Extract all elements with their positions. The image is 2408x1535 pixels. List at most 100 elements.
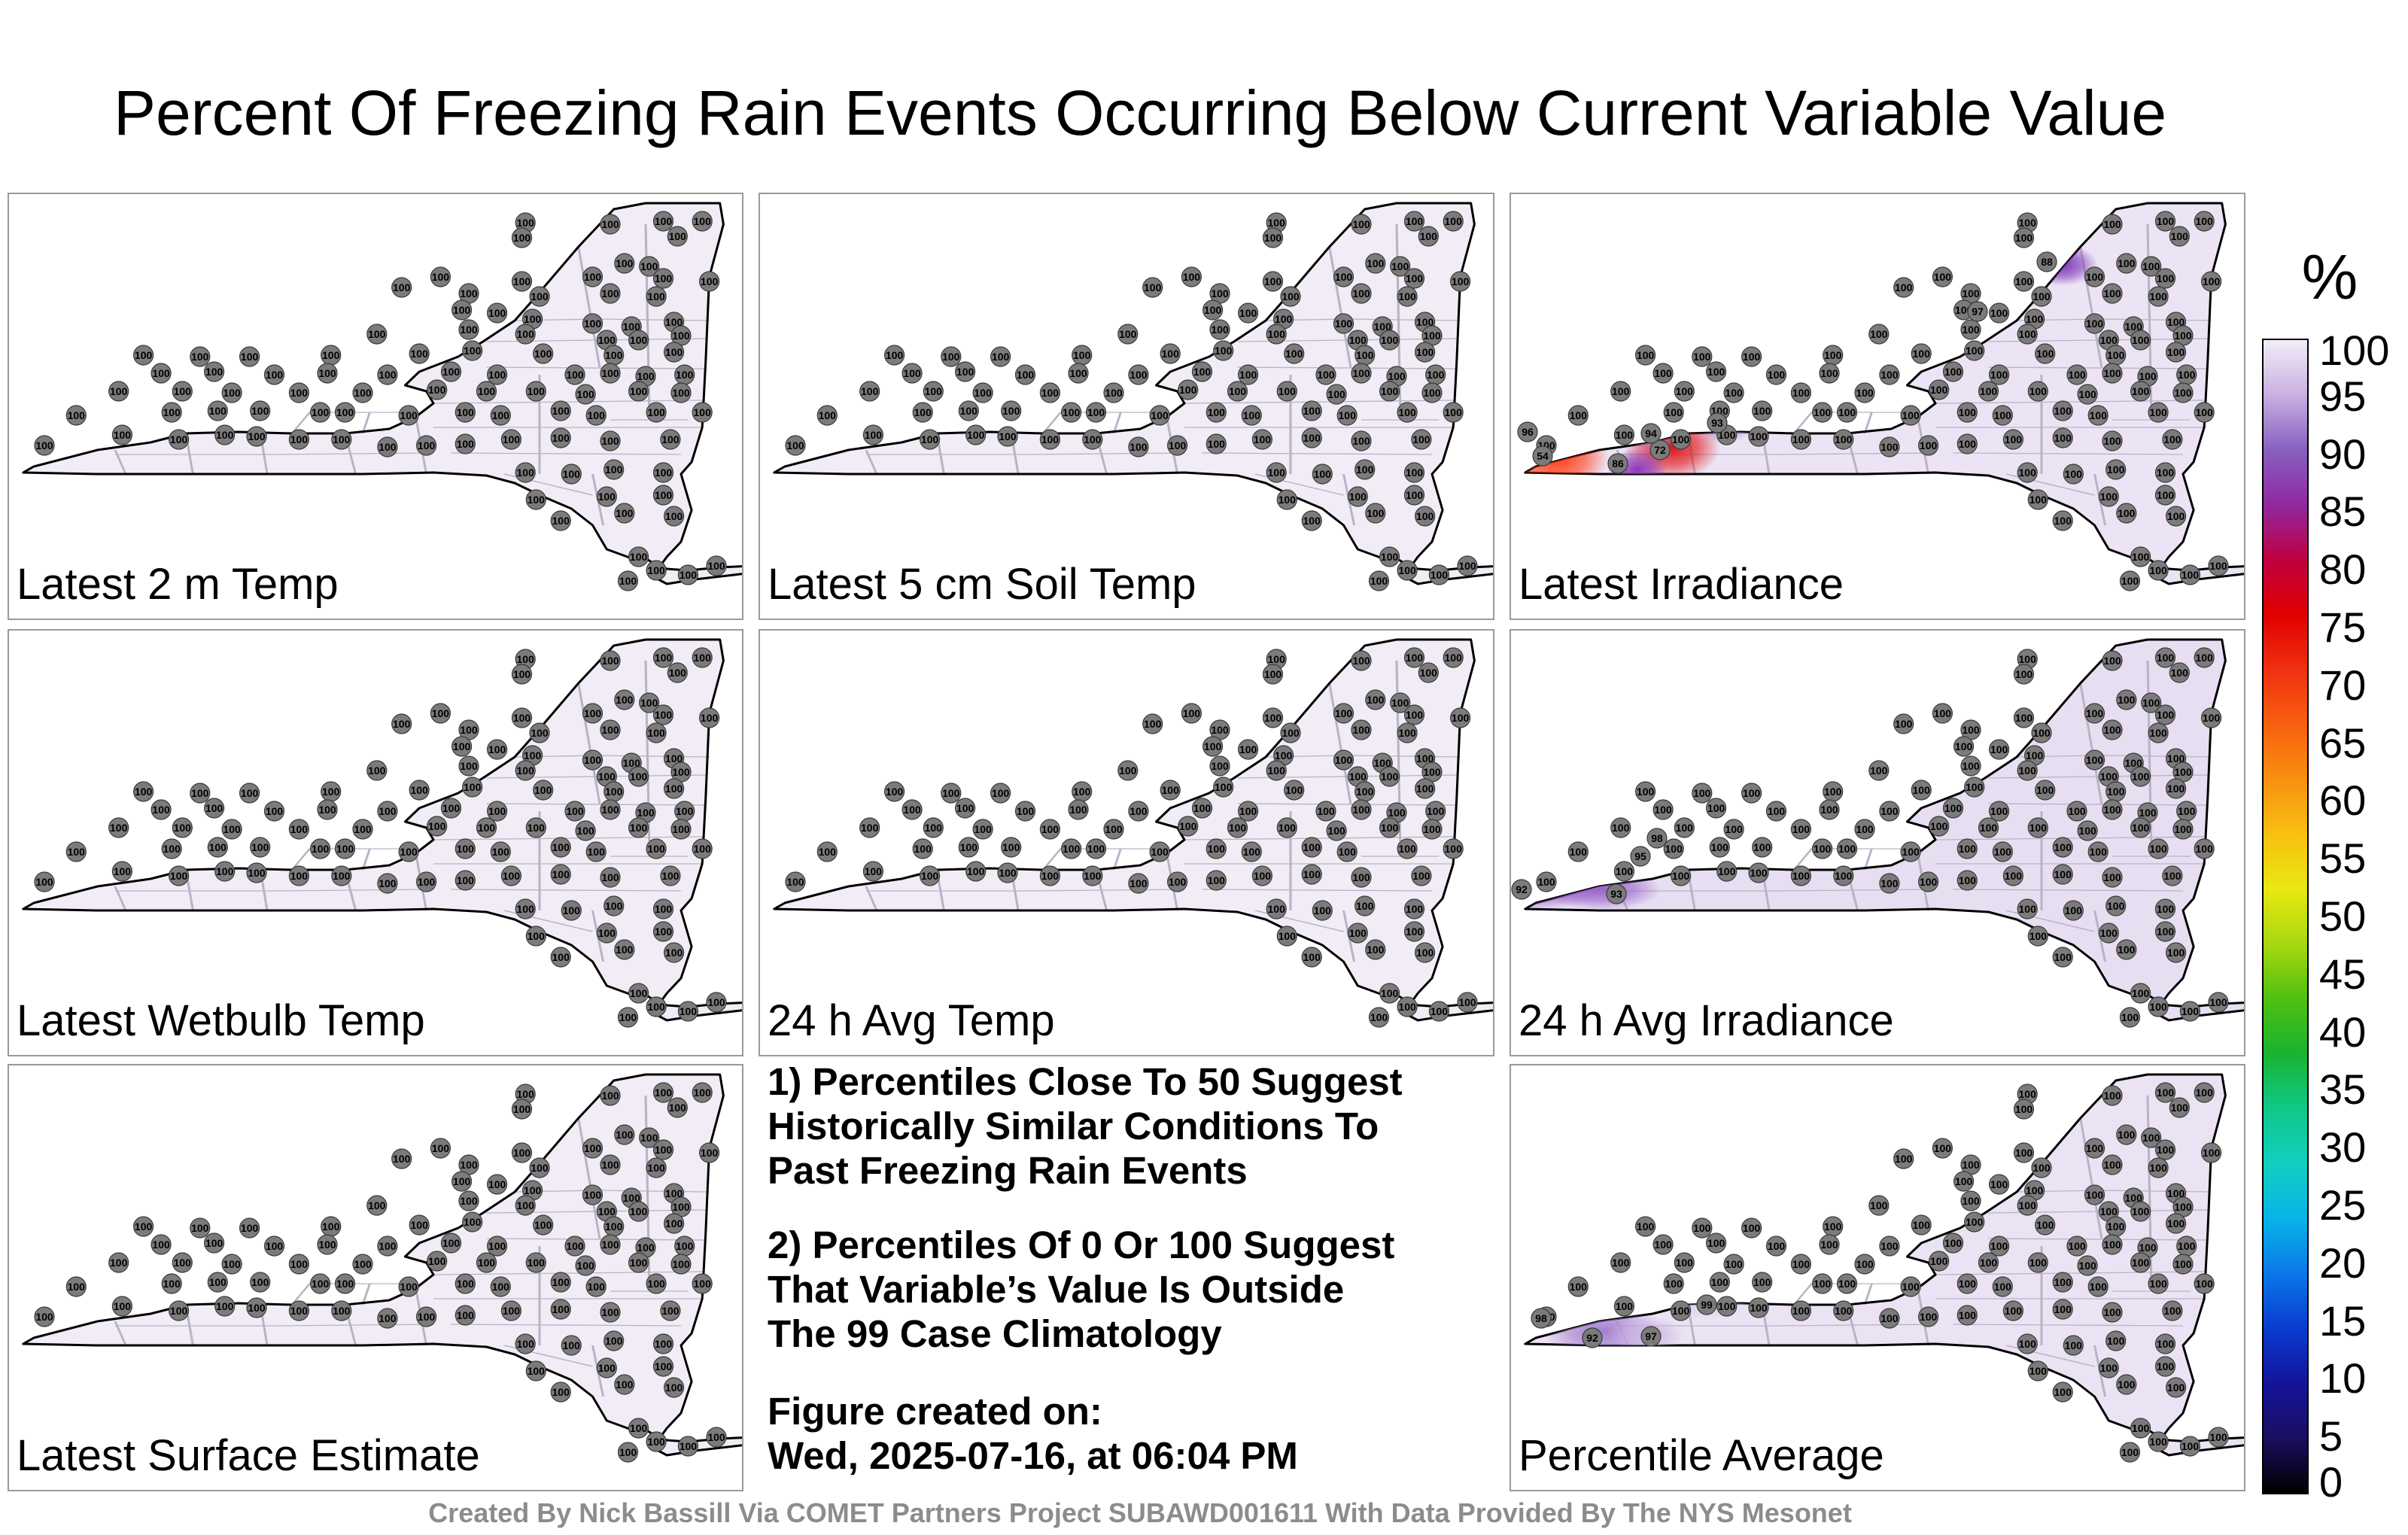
svg-text:100: 100	[1239, 307, 1257, 319]
station-marker: 100	[2077, 820, 2098, 841]
county-boundary	[486, 803, 706, 806]
station-marker: 100	[1001, 837, 1022, 858]
svg-text:100: 100	[1711, 841, 1729, 853]
county-boundary	[290, 412, 416, 434]
map-panel-7: 100 100 100 100 100 100 100 100 100 100 100 100 100 1…	[8, 1064, 743, 1491]
colorbar-tick-label: 45	[2319, 950, 2367, 998]
svg-text:100: 100	[1406, 215, 1424, 227]
county-boundary	[865, 886, 878, 911]
svg-text:100: 100	[1537, 876, 1555, 888]
svg-text:100: 100	[563, 1339, 581, 1351]
station-marker: 100	[2102, 1302, 2123, 1323]
station-marker: 100	[692, 838, 713, 859]
svg-text:100: 100	[1990, 369, 2008, 381]
station-marker: 100	[133, 345, 154, 366]
station-marker: 100	[2194, 838, 2215, 859]
station-marker: 100	[455, 402, 476, 423]
station-marker: 100	[2052, 947, 2073, 968]
station-marker: 100	[1014, 364, 1036, 385]
station-marker: 100	[692, 647, 713, 668]
county-boundary	[1935, 836, 2205, 840]
station-marker: 100	[500, 1300, 522, 1321]
station-marker: 100	[1457, 992, 1478, 1013]
svg-text:100: 100	[457, 843, 475, 855]
station-marker: 100	[1160, 343, 1181, 364]
svg-text:100: 100	[1920, 876, 1938, 888]
svg-text:100: 100	[647, 1162, 665, 1174]
svg-text:100: 100	[488, 307, 506, 319]
station-marker: 100	[2017, 212, 2038, 233]
station-marker: 100	[476, 381, 497, 402]
station-marker: 100	[2169, 1097, 2190, 1118]
svg-text:100: 100	[1792, 433, 1811, 445]
svg-text:100: 100	[457, 438, 475, 450]
svg-text:100: 100	[2209, 560, 2227, 572]
station-marker: 100	[550, 1299, 571, 1320]
county-boundary	[1792, 412, 1918, 434]
station-marker: 100	[1613, 1296, 1634, 1317]
station-marker: 100	[1347, 923, 1368, 944]
station-marker: 100	[1280, 722, 1301, 743]
svg-text:100: 100	[1303, 868, 1321, 880]
svg-text:100: 100	[1913, 784, 1931, 796]
svg-text:100: 100	[457, 874, 475, 886]
station-marker: 100	[582, 1184, 604, 1205]
station-marker: 100	[1237, 364, 1259, 385]
station-marker: 100	[2052, 1382, 2073, 1403]
svg-text:100: 100	[2054, 841, 2072, 853]
station-marker: 100	[1765, 1236, 1787, 1257]
svg-text:100: 100	[68, 846, 86, 858]
svg-text:100: 100	[647, 406, 665, 418]
svg-text:100: 100	[248, 867, 266, 879]
station-marker: 100	[214, 424, 236, 445]
svg-text:100: 100	[630, 385, 648, 397]
svg-text:100: 100	[2068, 369, 2086, 381]
station-marker: 100	[1671, 429, 1692, 450]
svg-text:100: 100	[531, 1162, 549, 1174]
svg-text:100: 100	[1672, 1305, 1690, 1317]
station-marker: 100	[596, 330, 617, 351]
svg-text:100: 100	[1445, 406, 1463, 418]
svg-text:100: 100	[616, 944, 634, 956]
svg-text:100: 100	[1317, 369, 1335, 381]
svg-text:100: 100	[588, 1281, 606, 1293]
station-marker: 100	[859, 817, 880, 838]
svg-text:100: 100	[1820, 1239, 1838, 1251]
svg-text:100: 100	[2171, 230, 2189, 242]
svg-text:100: 100	[661, 870, 680, 882]
station-marker: 100	[391, 277, 412, 298]
station-marker: 100	[486, 302, 508, 324]
svg-text:100: 100	[1452, 275, 1470, 287]
station-marker: 100	[204, 798, 225, 819]
station-marker: 100	[1414, 778, 1436, 799]
svg-text:100: 100	[1367, 507, 1385, 519]
station-marker: 100	[1085, 402, 1107, 423]
station-marker: 100	[639, 692, 660, 713]
svg-text:100: 100	[266, 369, 284, 381]
station-marker: 100	[169, 1300, 190, 1321]
svg-text:100: 100	[432, 707, 450, 719]
svg-text:100: 100	[1017, 805, 1035, 817]
station-marker: 100	[585, 1276, 607, 1297]
svg-text:100: 100	[786, 439, 804, 451]
svg-text:100: 100	[1406, 272, 1424, 284]
svg-text:100: 100	[2029, 494, 2048, 506]
svg-text:100: 100	[1880, 1312, 1899, 1324]
station-marker: 100	[575, 384, 596, 405]
svg-text:100: 100	[2149, 1436, 2167, 1448]
svg-text:100: 100	[1327, 388, 1345, 400]
station-marker: 100	[1449, 707, 1471, 728]
station-marker: 100	[334, 402, 356, 423]
station-marker: 100	[161, 402, 182, 423]
svg-text:100: 100	[428, 1255, 446, 1267]
station-marker: 100	[575, 1255, 596, 1276]
station-marker: 100	[1956, 838, 1978, 859]
station-marker: 100	[1209, 719, 1230, 740]
svg-text:100: 100	[1750, 430, 1768, 442]
station-marker: 100	[1082, 865, 1103, 886]
svg-text:100: 100	[1820, 367, 1838, 379]
svg-text:100: 100	[1084, 433, 1102, 445]
station-marker: 100	[1723, 1254, 1744, 1275]
